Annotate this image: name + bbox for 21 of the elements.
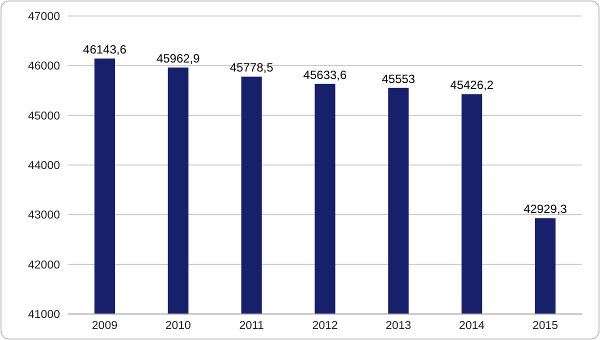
y-tick-label: 44000 [28,160,60,172]
y-tick-label: 45000 [28,110,60,122]
x-tick-label: 2013 [386,320,412,332]
data-label: 45778,5 [230,60,274,75]
data-label: 45553 [382,72,416,86]
x-tick-label: 2012 [312,320,338,332]
y-tick-label: 43000 [28,210,60,222]
x-tick-label: 2014 [459,320,486,332]
data-label: 46143,6 [83,42,127,57]
data-label: 45962,9 [156,52,200,66]
y-tick-label: 46000 [28,60,60,73]
y-tick-label: 42000 [28,259,60,272]
data-label: 45426,2 [450,78,494,92]
x-tick-label: 2010 [165,320,191,332]
x-tick-label: 2011 [239,320,264,332]
data-label: 42929,3 [524,202,568,216]
x-tick-label: 2015 [532,320,558,332]
y-tick-label: 47000 [28,11,60,24]
y-tick-label: 41000 [28,309,60,322]
data-label: 45633,6 [303,68,348,82]
x-tick-label: 2009 [92,320,118,332]
